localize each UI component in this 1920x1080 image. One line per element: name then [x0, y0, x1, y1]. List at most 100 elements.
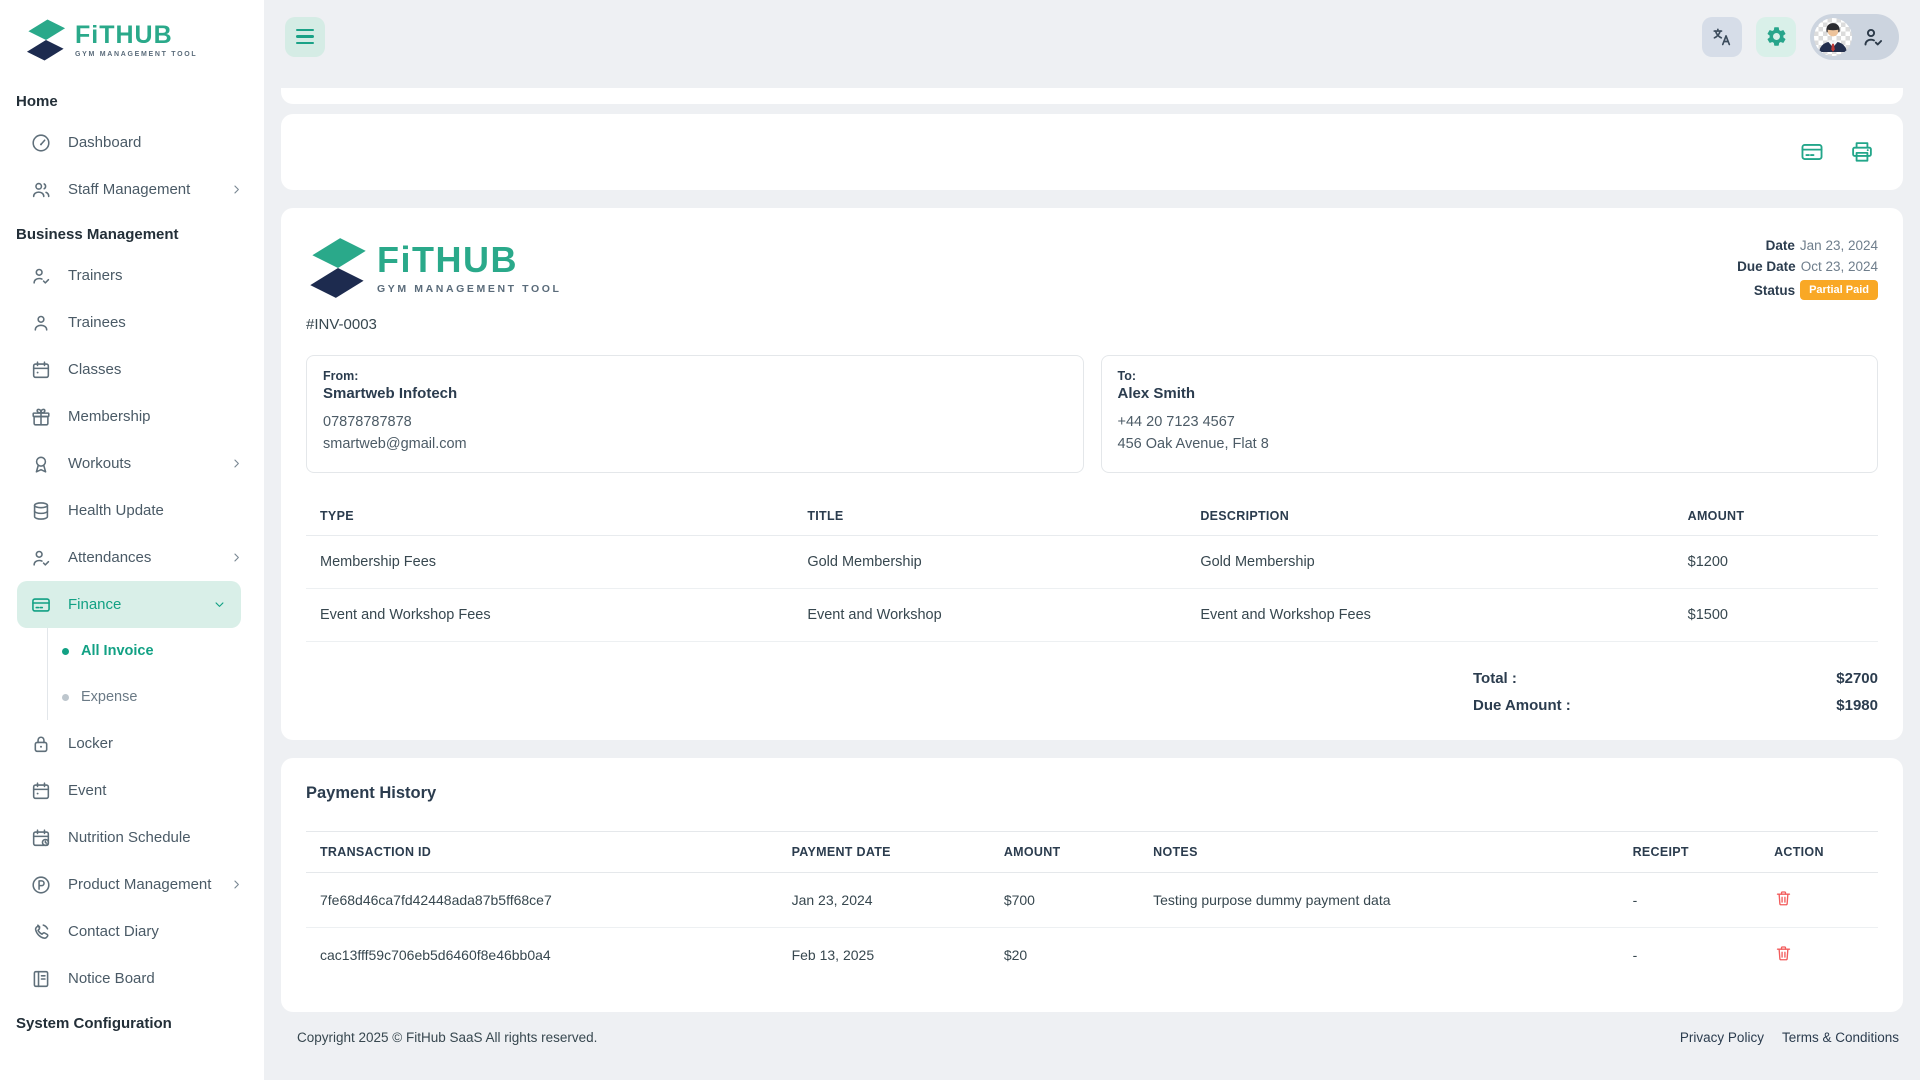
payment-amount: $20	[1003, 947, 1028, 963]
sidebar-item-label: Trainers	[68, 267, 123, 284]
sidebar-item-label: Health Update	[68, 502, 164, 519]
sidebar-item-notice-board[interactable]: Notice Board	[0, 955, 264, 1002]
person-icon	[30, 312, 52, 334]
sidebar-item-nutrition-schedule[interactable]: Nutrition Schedule	[0, 814, 264, 861]
credit-card-icon	[1801, 144, 1823, 160]
sidebar-item-product-management[interactable]: Product Management	[0, 861, 264, 908]
gear-icon	[1767, 27, 1785, 46]
sidebar-item-label: Classes	[68, 361, 122, 378]
sidebar-item-workouts[interactable]: Workouts	[0, 440, 264, 487]
invoice-totals: Total : $2700 Due Amount : $1980	[306, 670, 1878, 714]
total-label: Total :	[1473, 670, 1517, 687]
item-amount: $1200	[1673, 535, 1878, 589]
status-badge: Partial Paid	[1800, 280, 1878, 300]
user-menu[interactable]	[1810, 13, 1899, 60]
transaction-id: 7fe68d46ca7fd42448ada87b5ff68ce7	[306, 872, 778, 928]
sidebar-item-label: Contact Diary	[68, 923, 159, 940]
sidebar-item-staff-management[interactable]: Staff Management	[0, 166, 264, 213]
bullet-icon	[62, 693, 69, 701]
from-email: smartweb@gmail.com	[323, 435, 467, 452]
language-button[interactable]	[1702, 16, 1742, 57]
col-header-payment-date: PAYMENT DATE	[777, 831, 990, 873]
invoice-meta: Date Jan 23, 2024 Due Date Oct 23, 2024 …	[1737, 236, 1878, 306]
sidebar-item-label: Notice Board	[68, 970, 155, 987]
brand-logo-icon	[26, 19, 66, 61]
topbar	[281, 0, 1903, 73]
item-type: Membership Fees	[306, 535, 794, 589]
payment-receipt: -	[1618, 872, 1761, 928]
col-header-amount: AMOUNT	[1673, 497, 1878, 536]
sidebar-item-finance[interactable]: Finance	[17, 581, 241, 628]
col-header-action: ACTION	[1760, 831, 1878, 873]
trash-icon	[1776, 946, 1791, 961]
notice-board-icon	[30, 968, 52, 990]
table-row: cac13fff59c706eb5d6460f8e46bb0a4 Feb 13,…	[306, 928, 1878, 983]
calendar-clock-icon	[30, 827, 52, 849]
calendar-icon	[30, 780, 52, 802]
col-header-description: DESCRIPTION	[1186, 497, 1674, 536]
people-icon	[30, 179, 52, 201]
payment-amount: $700	[989, 872, 1140, 928]
hamburger-icon	[296, 28, 314, 32]
app-logo[interactable]: FiTHUB GYM MANAGEMENT TOOL	[0, 0, 264, 80]
lock-icon	[30, 733, 52, 755]
copyright-text: Copyright 2025 © FitHub SaaS All rights …	[297, 1030, 598, 1045]
item-description: Gold Membership	[1186, 535, 1674, 589]
payment-notes	[1139, 928, 1618, 983]
print-button[interactable]	[1849, 139, 1875, 165]
sidebar-item-label: Membership	[68, 408, 151, 425]
sidebar-subitem-expense[interactable]: Expense	[48, 674, 264, 720]
dashboard-icon	[30, 132, 52, 154]
from-phone: 07878787878	[323, 414, 412, 430]
col-header-transaction-id: TRANSACTION ID	[306, 831, 778, 873]
payment-notes: Testing purpose dummy payment data	[1139, 872, 1619, 928]
sidebar-item-event[interactable]: Event	[0, 767, 264, 814]
brand-tagline: GYM MANAGEMENT TOOL	[75, 50, 198, 58]
sidebar-item-locker[interactable]: Locker	[0, 720, 264, 767]
database-icon	[30, 500, 52, 522]
sidebar-item-attendances[interactable]: Attendances	[0, 534, 264, 581]
sidebar-item-label: Staff Management	[68, 181, 191, 198]
settings-button[interactable]	[1756, 16, 1796, 57]
delete-payment-button[interactable]	[1774, 943, 1793, 964]
person-check-icon	[30, 547, 52, 569]
payment-date: Feb 13, 2025	[791, 947, 875, 963]
sidebar-item-trainers[interactable]: Trainers	[0, 252, 264, 299]
terms-link[interactable]: Terms & Conditions	[1781, 1030, 1899, 1045]
privacy-policy-link[interactable]: Privacy Policy	[1679, 1030, 1764, 1045]
date-value: Jan 23, 2024	[1799, 238, 1878, 253]
sidebar-item-label: Product Management	[68, 876, 212, 893]
sidebar-item-membership[interactable]: Membership	[0, 393, 264, 440]
due-date-value: Oct 23, 2024	[1800, 259, 1878, 274]
sidebar-toggle-button[interactable]	[285, 16, 325, 57]
to-name: Alex Smith	[1117, 385, 1196, 402]
delete-payment-button[interactable]	[1774, 888, 1793, 909]
sidebar-item-contact-diary[interactable]: Contact Diary	[0, 908, 264, 955]
sidebar-item-classes[interactable]: Classes	[0, 346, 264, 393]
sidebar-item-label: Finance	[68, 596, 122, 613]
award-icon	[30, 453, 52, 475]
phone-icon	[30, 921, 52, 943]
sidebar-item-label: Workouts	[68, 455, 132, 472]
sidebar-section-business: Business Management	[16, 226, 179, 243]
invoice-logo: FiTHUB GYM MANAGEMENT TOOL	[306, 236, 562, 300]
sidebar-item-health-update[interactable]: Health Update	[0, 487, 264, 534]
item-title: Gold Membership	[793, 535, 1187, 589]
pay-button[interactable]	[1799, 139, 1825, 165]
transaction-id: cac13fff59c706eb5d6460f8e46bb0a4	[320, 947, 551, 963]
col-header-amount: AMOUNT	[989, 831, 1140, 873]
chevron-right-icon	[229, 182, 244, 197]
person-check-icon	[1861, 25, 1885, 49]
from-label: From:	[323, 369, 359, 383]
sidebar-subitem-all-invoice[interactable]: All Invoice	[48, 628, 264, 674]
invoice-card: FiTHUB GYM MANAGEMENT TOOL #INV-0003 Dat…	[281, 208, 1903, 740]
sidebar-item-dashboard[interactable]: Dashboard	[0, 119, 264, 166]
sidebar-item-label: Event	[68, 782, 107, 799]
sidebar-item-label: Dashboard	[68, 134, 142, 151]
sidebar-item-trainees[interactable]: Trainees	[0, 299, 264, 346]
col-header-notes: NOTES	[1139, 831, 1619, 873]
bullet-icon	[62, 647, 69, 655]
sidebar-item-label: Expense	[81, 689, 138, 705]
payment-date: Jan 23, 2024	[777, 872, 990, 928]
to-address: 456 Oak Avenue, Flat 8	[1117, 435, 1269, 452]
